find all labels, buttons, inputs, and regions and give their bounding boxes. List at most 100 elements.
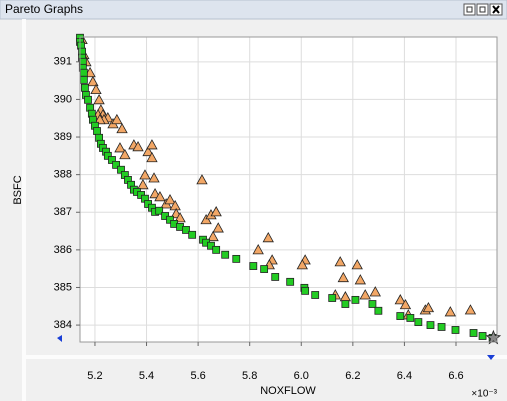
x-slider-marker[interactable]	[487, 355, 495, 360]
x-multiplier: ×10⁻³	[471, 389, 497, 400]
title-bar	[0, 0, 507, 20]
point	[399, 298, 412, 310]
point	[164, 194, 176, 205]
x-axis-label: NOXFLOW	[260, 385, 316, 397]
plot-border	[79, 36, 498, 343]
point	[351, 295, 360, 304]
point	[174, 212, 186, 223]
point	[252, 244, 264, 255]
point	[137, 178, 149, 190]
point	[119, 148, 131, 160]
point	[221, 250, 230, 259]
point	[146, 139, 158, 150]
point	[341, 300, 350, 308]
float-button[interactable]	[463, 3, 476, 16]
x-tick-label: 6.0	[294, 370, 309, 382]
point	[422, 301, 435, 313]
point	[114, 142, 126, 153]
y-tick-label: 385	[54, 281, 72, 293]
point	[426, 321, 435, 329]
y-slider-marker[interactable]	[57, 335, 62, 342]
window-buttons[interactable]	[463, 3, 503, 16]
point	[451, 326, 460, 334]
point	[84, 95, 92, 104]
point	[94, 113, 106, 125]
point	[444, 306, 457, 317]
y-axis-label: BSFC	[12, 175, 24, 204]
point	[485, 329, 502, 345]
x-tick-label: 6.2	[345, 370, 360, 382]
point	[112, 160, 121, 169]
point	[79, 68, 88, 77]
point	[166, 215, 174, 224]
plot-area	[80, 37, 497, 342]
point	[334, 256, 346, 267]
x-tick-label: 5.4	[139, 370, 154, 382]
point	[93, 127, 101, 135]
point	[414, 318, 423, 326]
y-tick-label: 388	[54, 169, 72, 181]
point	[328, 294, 337, 302]
point	[478, 332, 487, 340]
point	[139, 169, 151, 180]
point	[146, 151, 158, 163]
panel-title: Pareto Graphs	[5, 2, 83, 16]
point	[90, 83, 102, 95]
x-tick-label: 5.2	[87, 370, 102, 382]
y-tick-label: 391	[54, 56, 72, 68]
point	[301, 286, 310, 295]
y-tick-label: 387	[54, 206, 72, 218]
point	[188, 230, 197, 239]
point	[396, 312, 405, 320]
y-tick-label: 386	[54, 244, 72, 256]
point	[437, 323, 446, 331]
point	[142, 145, 154, 157]
y-tick-label: 390	[54, 93, 72, 105]
point	[260, 265, 269, 273]
point	[249, 262, 258, 270]
point	[111, 113, 123, 125]
y-tick-label: 384	[54, 319, 72, 331]
point	[271, 273, 280, 281]
point	[286, 277, 295, 286]
point	[148, 172, 160, 183]
point	[210, 206, 222, 217]
point	[296, 259, 308, 270]
point	[132, 140, 144, 152]
point	[369, 286, 381, 297]
point	[337, 271, 349, 283]
point	[155, 206, 164, 215]
point	[207, 241, 215, 250]
point	[103, 151, 112, 160]
x-tick-label: 5.6	[190, 370, 205, 382]
point	[406, 314, 415, 322]
y-tick-label: 389	[54, 131, 72, 143]
point	[394, 294, 406, 305]
point	[469, 329, 478, 337]
point	[182, 226, 190, 234]
point	[262, 232, 274, 243]
point	[196, 174, 208, 185]
point	[359, 289, 371, 300]
point	[87, 75, 99, 87]
x-tick-label: 6.6	[448, 370, 463, 382]
point	[212, 245, 221, 254]
button-icons	[466, 6, 486, 13]
dock-button[interactable]	[476, 3, 489, 16]
point	[207, 230, 219, 242]
x-tick-label: 6.4	[397, 370, 412, 382]
point	[79, 75, 88, 84]
point	[232, 254, 241, 263]
left-splitter	[22, 19, 26, 401]
point	[351, 259, 363, 270]
point	[212, 222, 224, 233]
point	[354, 274, 367, 285]
point	[464, 304, 477, 315]
point	[93, 93, 105, 105]
point	[154, 191, 166, 202]
point	[374, 306, 383, 315]
bottom-splitter	[26, 355, 507, 359]
point	[368, 300, 377, 308]
point	[80, 83, 89, 92]
